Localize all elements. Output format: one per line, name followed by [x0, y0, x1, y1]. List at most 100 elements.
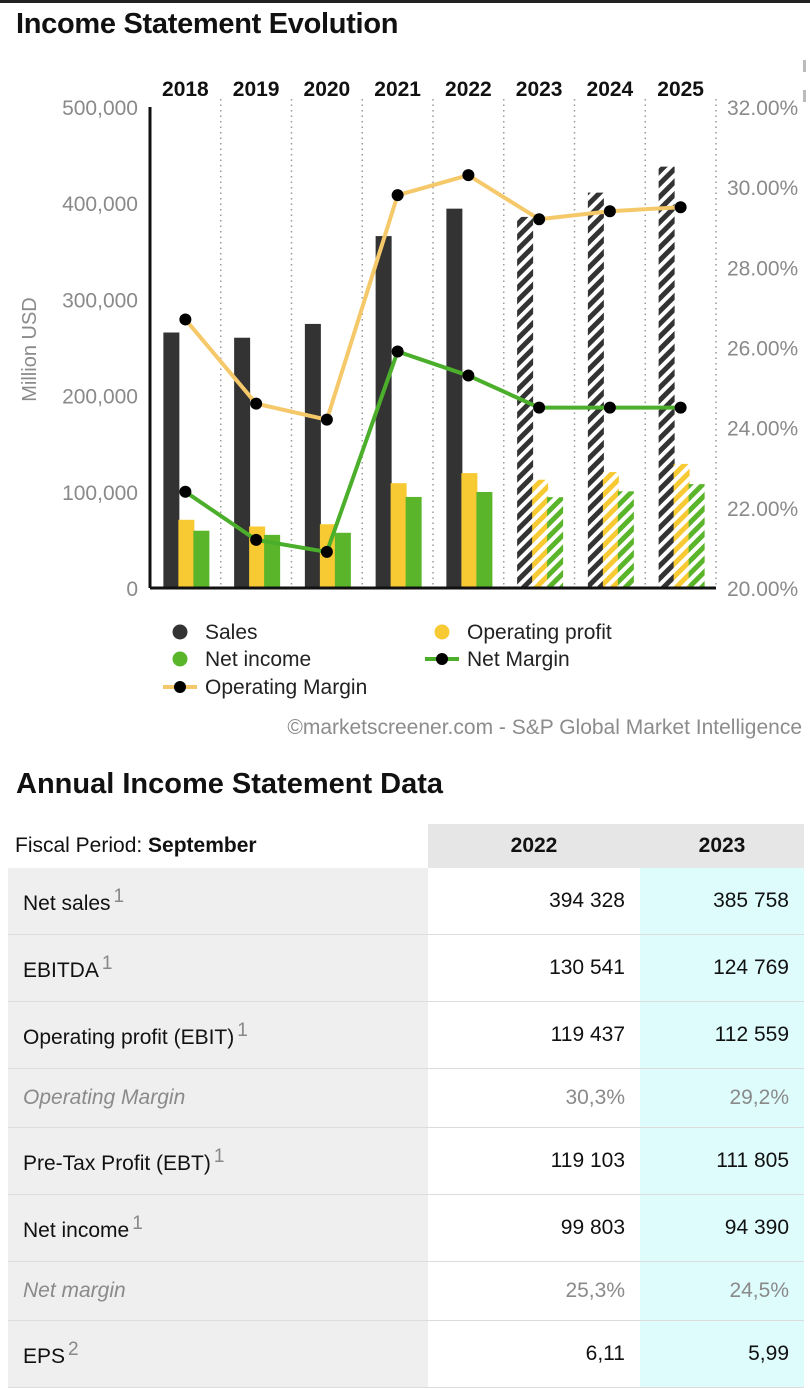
row-label-cell: Operating profit (EBIT) 1 [8, 1001, 428, 1069]
bar-net-income-2023 [547, 497, 564, 588]
bar-operating-profit-2024 [602, 472, 619, 588]
value-2023: 29,2% [640, 1068, 804, 1128]
bar-net-income-2022 [476, 491, 493, 588]
row-label-net-sales: Net sales [23, 892, 111, 915]
line-net-margin [184, 349, 681, 554]
table-row: Operating profit (EBIT) 1 119 437 112 559 [8, 1001, 804, 1069]
legend-marker [174, 681, 186, 693]
value-2023: 24,5% [640, 1261, 804, 1321]
table-row: EPS 2 6,11 5,99 [8, 1320, 804, 1388]
value-2022: 119 103 [428, 1127, 640, 1195]
top-border [0, 0, 810, 3]
value-2022: 6,11 [428, 1320, 640, 1388]
y2-tick-label: 28.00% [727, 257, 798, 280]
table-row: Net sales 1 394 328 385 758 [8, 868, 804, 935]
legend-marker [436, 653, 448, 665]
value-2022: 25,3% [428, 1261, 640, 1321]
x-tick-label: 2024 [587, 78, 634, 101]
table-row: Pre-Tax Profit (EBT) 1 119 103 111 805 [8, 1127, 804, 1195]
point-operating-margin-2018 [179, 313, 192, 326]
footnote-marker[interactable]: 1 [213, 1146, 225, 1167]
table-header-row: Fiscal Period: September 2022 2023 [8, 824, 804, 868]
x-tick-label: 2023 [516, 78, 563, 101]
table-row: EBITDA 1 130 541 124 769 [8, 934, 804, 1002]
bar-operating-profit-2021 [390, 483, 407, 588]
point-net-margin-2022 [462, 369, 475, 382]
footnote-marker[interactable]: 1 [237, 1020, 248, 1041]
row-label-cell: Net income 1 [8, 1194, 428, 1262]
y2-tick-label: 32.00% [727, 97, 798, 120]
point-operating-margin-2019 [250, 397, 263, 410]
bar-net-income-2021 [405, 496, 422, 588]
x-tick-label: 2021 [374, 78, 421, 101]
point-operating-margin-2025 [674, 201, 687, 214]
legend-label: Net Margin [467, 648, 570, 671]
footnote-marker[interactable]: 1 [113, 886, 125, 907]
row-label-pre-tax-profit-ebt: Pre-Tax Profit (EBT) [23, 1152, 211, 1175]
legend-label: Net income [205, 648, 311, 671]
year-header-2023[interactable]: 2023 [640, 824, 804, 868]
y2-tick-label: 30.00% [727, 177, 798, 200]
x-tick-label: 2019 [233, 78, 280, 101]
bar-sales-2018 [163, 332, 180, 588]
point-operating-margin-2022 [462, 169, 475, 182]
row-label-operating-margin: Operating Margin [23, 1086, 186, 1109]
bar-net-income-2018 [193, 530, 210, 588]
point-operating-margin-2021 [391, 189, 404, 202]
scrollbar-mark [803, 60, 806, 72]
point-operating-margin-2024 [603, 205, 616, 218]
row-label-net-margin: Net margin [23, 1279, 126, 1302]
bar-operating-profit-2023 [532, 479, 549, 588]
bar-net-income-2019 [264, 534, 281, 588]
bar-sales-2025 [658, 166, 675, 589]
bar-operating-profit-2018 [178, 519, 195, 588]
value-2022: 30,3% [428, 1068, 640, 1128]
bar-sales-2020 [304, 323, 321, 588]
bar-sales-2024 [587, 192, 604, 589]
bar-sales-2022 [446, 208, 463, 588]
point-net-margin-2024 [603, 401, 616, 414]
y-axis-title: Million USD [19, 297, 41, 401]
scrollbar-mark [803, 90, 806, 102]
point-net-margin-2023 [533, 401, 546, 414]
row-label-cell: Operating Margin [8, 1068, 428, 1128]
legend-label: Operating Margin [205, 676, 367, 699]
value-2022: 119 437 [428, 1001, 640, 1069]
bar-net-income-2020 [334, 532, 351, 588]
line-operating-margin [183, 173, 681, 422]
footnote-marker[interactable]: 2 [68, 1339, 79, 1360]
value-2023: 111 805 [640, 1127, 804, 1195]
value-2022: 99 803 [428, 1194, 640, 1262]
footnote-marker[interactable]: 1 [101, 953, 113, 974]
chart-section-title: Income Statement Evolution [16, 8, 399, 40]
bar-sales-2019 [234, 337, 251, 588]
table-row: Operating Margin 30,3% 29,2% [8, 1068, 804, 1128]
bar-net-income-2024 [617, 491, 634, 588]
footnote-marker[interactable]: 1 [132, 1213, 143, 1234]
row-label-cell: EBITDA 1 [8, 934, 428, 1002]
table-row: Net income 1 99 803 94 390 [8, 1194, 804, 1262]
point-net-margin-2018 [179, 485, 192, 498]
y-tick-label: 400,000 [62, 193, 138, 216]
legend-label: Operating profit [467, 621, 612, 644]
value-2022: 394 328 [428, 868, 640, 935]
value-2023: 94 390 [640, 1194, 804, 1262]
y2-tick-label: 24.00% [727, 418, 798, 441]
year-header-2022[interactable]: 2022 [428, 824, 640, 868]
x-tick-label: 2022 [445, 78, 492, 101]
table-section-title: Annual Income Statement Data [16, 768, 444, 800]
row-label-operating-profit-ebit: Operating profit (EBIT) [23, 1026, 235, 1049]
x-tick-label: 2020 [304, 78, 351, 101]
table-row: Net margin 25,3% 24,5% [8, 1261, 804, 1321]
point-net-margin-2025 [674, 401, 687, 414]
row-label-cell: Pre-Tax Profit (EBT) 1 [8, 1127, 428, 1195]
legend-marker [434, 624, 450, 640]
income-chart: 2018 2019 2020 2021 2022 2023 2024 2025 0 100,000… [19, 78, 798, 699]
legend-label: Sales [205, 621, 258, 644]
y2-tick-label: 22.00% [727, 498, 798, 521]
point-operating-margin-2020 [320, 413, 333, 426]
fiscal-period-value: September [148, 834, 257, 857]
bar-sales-2021 [375, 236, 392, 588]
y-tick-label: 0 [126, 578, 138, 601]
legend-marker [172, 624, 188, 640]
